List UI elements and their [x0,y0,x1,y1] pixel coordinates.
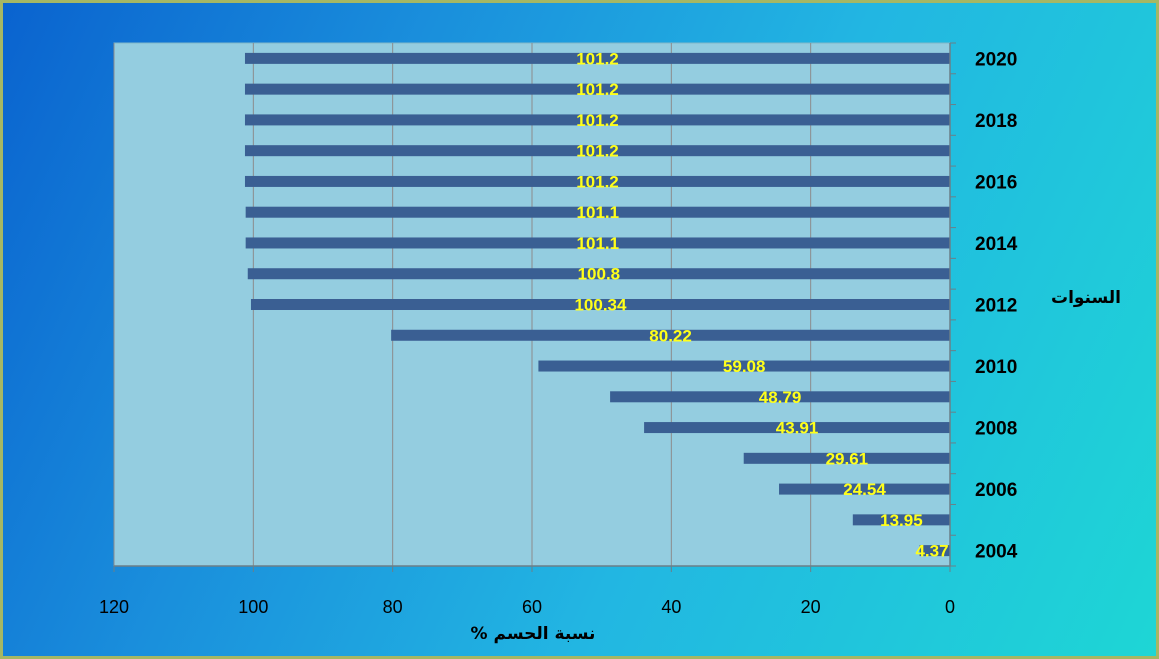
bars [244,52,951,557]
bar-2020 [244,52,950,64]
bar-2013 [247,268,950,280]
y-tick-label: 2020 [975,49,1017,70]
y-tick-label: 2006 [975,480,1017,501]
bar-2012 [250,299,950,310]
data-label: 101.2 [576,49,619,68]
data-labels: 4.37 13.95 24.54 29.61 43.91 48.79 59.08 80.22 1… [574,49,948,560]
data-label: 80.22 [649,326,692,345]
x-tick-label: 0 [945,597,955,617]
data-label: 101.1 [577,234,620,253]
data-label: 101.2 [576,172,619,191]
bar-2016 [244,175,950,187]
y-tick-label: 2010 [975,357,1017,378]
x-tick-label: 100 [238,597,268,617]
bar-chart: 0 20 40 60 80 100 120 2004 2006 2008 2010 2012 2014… [99,42,1121,644]
data-label: 24.54 [843,480,886,499]
axes [113,42,956,572]
y-tick-label: 2014 [975,234,1018,255]
bar-2007 [743,452,950,464]
y-tick-label: 2018 [975,111,1017,132]
x-tick-labels: 0 20 40 60 80 100 120 [99,597,955,617]
data-label: 101.2 [576,111,619,130]
bar-2008 [644,422,950,434]
x-axis-title: نسبة الحسم % [471,624,596,644]
x-tick-label: 20 [801,597,821,617]
data-label: 100.8 [578,265,621,284]
bar-2014 [245,237,951,249]
x-tick-label: 120 [99,597,129,617]
data-label: 101.2 [576,80,619,99]
x-tick-label: 60 [522,597,542,617]
data-label: 29.61 [826,449,869,468]
data-label: 101.2 [576,142,619,161]
x-tick-label: 40 [661,597,681,617]
bar-2011 [391,329,950,341]
data-label: 100.34 [574,296,627,315]
bar-2009 [610,391,950,403]
bar-2017 [244,145,950,157]
data-label: 101.1 [577,203,620,222]
data-label: 4.37 [915,542,948,561]
y-tick-labels: 2004 2006 2008 2010 2012 2014 2016 2018 2020 [975,49,1018,562]
x-tick-label: 80 [383,597,403,617]
data-label: 48.79 [759,388,802,407]
bar-2015 [245,206,951,218]
bar-2019 [244,83,950,95]
y-tick-label: 2004 [975,542,1018,563]
bar-2005 [852,514,950,526]
y-tick-label: 2012 [975,296,1017,317]
bar-2006 [779,483,950,495]
bar-2004 [919,545,950,557]
data-label: 13.95 [880,511,923,530]
y-tick-label: 2016 [975,172,1017,193]
data-label: 43.91 [776,419,819,438]
bar-2010 [538,360,950,372]
data-label: 59.08 [723,357,766,376]
y-axis-title: السنوات [1051,288,1121,308]
y-tick-label: 2008 [975,419,1017,440]
bar-2018 [244,114,950,126]
